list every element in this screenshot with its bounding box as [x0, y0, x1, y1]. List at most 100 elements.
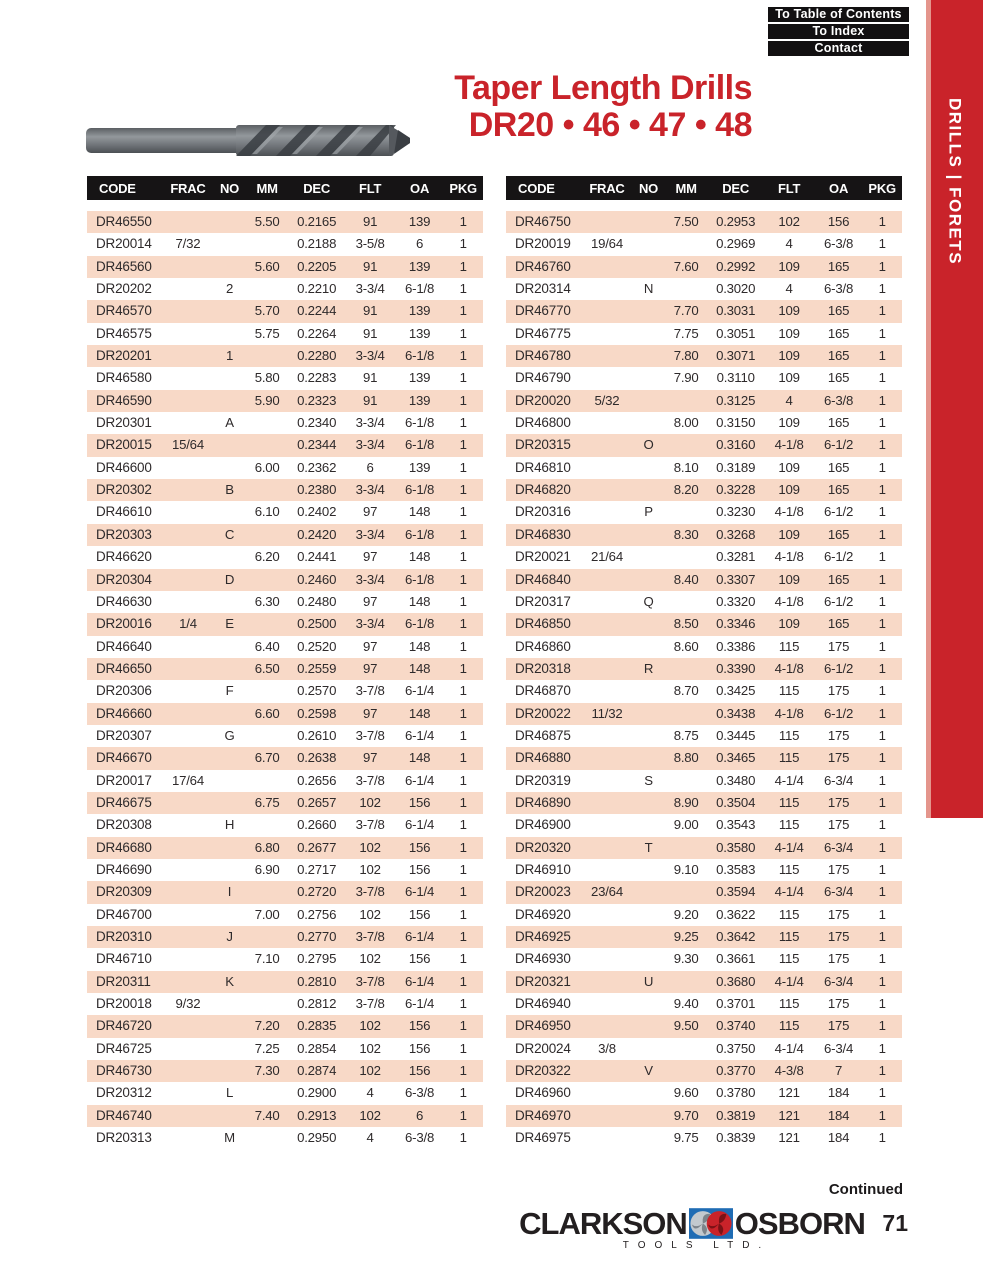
cell-no: G — [224, 727, 235, 743]
cell-no: F — [225, 683, 234, 699]
cell-code: DR46970 — [515, 1107, 571, 1123]
cell-flt: 91 — [362, 392, 378, 408]
table-row: DR46930 9.30 0.3661 115 175 1 — [506, 948, 902, 971]
cell-oa: 175 — [827, 683, 850, 699]
contact-button[interactable]: Contact — [768, 41, 909, 56]
cell-pkg: 1 — [878, 660, 886, 676]
cell-code: DR46860 — [515, 638, 571, 654]
table-row: DR46840 8.40 0.3307 109 165 1 — [506, 568, 902, 591]
cell-oa: 175 — [827, 929, 850, 944]
cell-flt: 3-7/8 — [355, 817, 385, 833]
brand-name-clarkson: CLARKSON — [519, 1206, 688, 1241]
cell-flt: 4-1/4 — [774, 772, 804, 788]
cell-flt: 97 — [362, 638, 378, 654]
cell-dec: 0.3445 — [716, 727, 756, 743]
cell-code: DR46730 — [96, 1063, 152, 1079]
cell-code: DR46925 — [515, 929, 571, 944]
cell-code: DR20307 — [96, 727, 152, 743]
cell-oa: 139 — [408, 459, 431, 475]
cell-flt: 3-3/4 — [355, 281, 385, 297]
cell-no: C — [224, 526, 235, 542]
cell-pkg: 1 — [878, 459, 886, 475]
brand-logo: CLARKSON OSBORN TOOLS LTD. — [519, 1208, 866, 1251]
cell-oa: 6-1/4 — [405, 817, 435, 833]
cell-code: DR46950 — [515, 1018, 571, 1034]
cell-flt: 115 — [778, 794, 800, 810]
cell-no: H — [224, 817, 235, 833]
cell-pkg: 1 — [878, 951, 886, 967]
cell-oa: 6-1/2 — [824, 705, 854, 721]
col-header-pkg: PKG — [449, 180, 477, 196]
cell-pkg: 1 — [459, 459, 467, 475]
drill-table-right: CODE FRAC NO MM DEC FLT OA PKG DR46750 7… — [506, 176, 902, 1150]
cell-no: D — [224, 571, 235, 587]
to-index-button[interactable]: To Index — [768, 24, 909, 39]
table-row: DR20023 23/64 0.3594 4-1/4 6-3/4 1 — [506, 881, 902, 904]
cell-oa: 165 — [827, 258, 850, 274]
table-row: DR20313 M 0.2950 4 6-3/8 1 — [87, 1127, 483, 1150]
cell-no: E — [225, 616, 234, 632]
cell-oa: 165 — [827, 571, 850, 587]
cell-oa: 156 — [408, 861, 431, 877]
cell-dec: 0.2810 — [297, 973, 337, 989]
cell-frac: 23/64 — [590, 884, 623, 900]
cell-code: DR46550 — [96, 214, 152, 229]
cell-pkg: 1 — [459, 794, 467, 810]
table-row: DR46975 9.75 0.3839 121 184 1 — [506, 1127, 902, 1150]
cell-dec: 0.2874 — [297, 1063, 337, 1079]
to-table-of-contents-button[interactable]: To Table of Contents — [768, 7, 909, 22]
page-title: Taper Length Drills DR20 • 46 • 47 • 48 — [454, 70, 752, 144]
cell-mm: 9.70 — [673, 1107, 699, 1123]
cell-dec: 0.2460 — [297, 571, 337, 587]
cell-code: DR20317 — [515, 593, 571, 609]
table-row: DR20018 9/32 0.2812 3-7/8 6-1/4 1 — [87, 993, 483, 1016]
table-row: DR46750 7.50 0.2953 102 156 1 — [506, 211, 902, 234]
cell-code: DR20321 — [515, 973, 571, 989]
cell-pkg: 1 — [878, 772, 886, 788]
cell-dec: 0.3386 — [716, 638, 756, 654]
cell-oa: 148 — [408, 504, 431, 520]
cell-frac: 3/8 — [598, 1040, 616, 1056]
cell-pkg: 1 — [459, 437, 467, 453]
cell-dec: 0.3750 — [716, 1040, 756, 1056]
cell-pkg: 1 — [878, 839, 886, 855]
cell-dec: 0.2770 — [297, 929, 337, 944]
cell-pkg: 1 — [459, 772, 467, 788]
cell-code: DR20023 — [515, 884, 571, 900]
cell-pkg: 1 — [459, 281, 467, 297]
cell-pkg: 1 — [878, 549, 886, 565]
cell-dec: 0.3701 — [716, 996, 756, 1012]
table-row: DR20302 B 0.2380 3-3/4 6-1/8 1 — [87, 479, 483, 502]
section-tab-label: DRILLS | FORETS — [945, 98, 965, 266]
cell-pkg: 1 — [459, 1018, 467, 1034]
cell-oa: 156 — [408, 1063, 431, 1079]
cell-pkg: 1 — [878, 705, 886, 721]
cell-code: DR46775 — [515, 325, 571, 341]
cell-mm: 9.75 — [673, 1130, 699, 1146]
cell-oa: 175 — [827, 794, 850, 810]
cell-dec: 0.3051 — [716, 325, 756, 341]
cell-code: DR46590 — [96, 392, 152, 408]
cell-dec: 0.3307 — [716, 571, 756, 587]
cell-oa: 6-1/4 — [405, 973, 435, 989]
cell-oa: 175 — [827, 996, 850, 1012]
cell-flt: 102 — [778, 214, 800, 229]
cell-oa: 165 — [827, 325, 850, 341]
table-row: DR46640 6.40 0.2520 97 148 1 — [87, 635, 483, 658]
cell-pkg: 1 — [459, 616, 467, 632]
cell-mm: 9.40 — [673, 996, 699, 1012]
cell-oa: 6-1/4 — [405, 772, 435, 788]
cell-oa: 6-3/8 — [824, 281, 854, 297]
cell-flt: 97 — [362, 705, 378, 721]
drill-table-left: CODE FRAC NO MM DEC FLT OA PKG DR46550 5… — [87, 176, 483, 1150]
cell-pkg: 1 — [878, 1107, 886, 1123]
cell-flt: 109 — [778, 348, 800, 364]
cell-dec: 0.2950 — [297, 1130, 337, 1146]
table-header-right: CODE FRAC NO MM DEC FLT OA PKG — [506, 176, 902, 200]
cell-pkg: 1 — [878, 1130, 886, 1146]
cell-oa: 6-3/4 — [824, 973, 854, 989]
cell-oa: 156 — [827, 214, 850, 229]
table-row: DR20316 P 0.3230 4-1/8 6-1/2 1 — [506, 501, 902, 524]
cell-code: DR20304 — [96, 571, 152, 587]
cell-mm: 9.10 — [673, 861, 699, 877]
